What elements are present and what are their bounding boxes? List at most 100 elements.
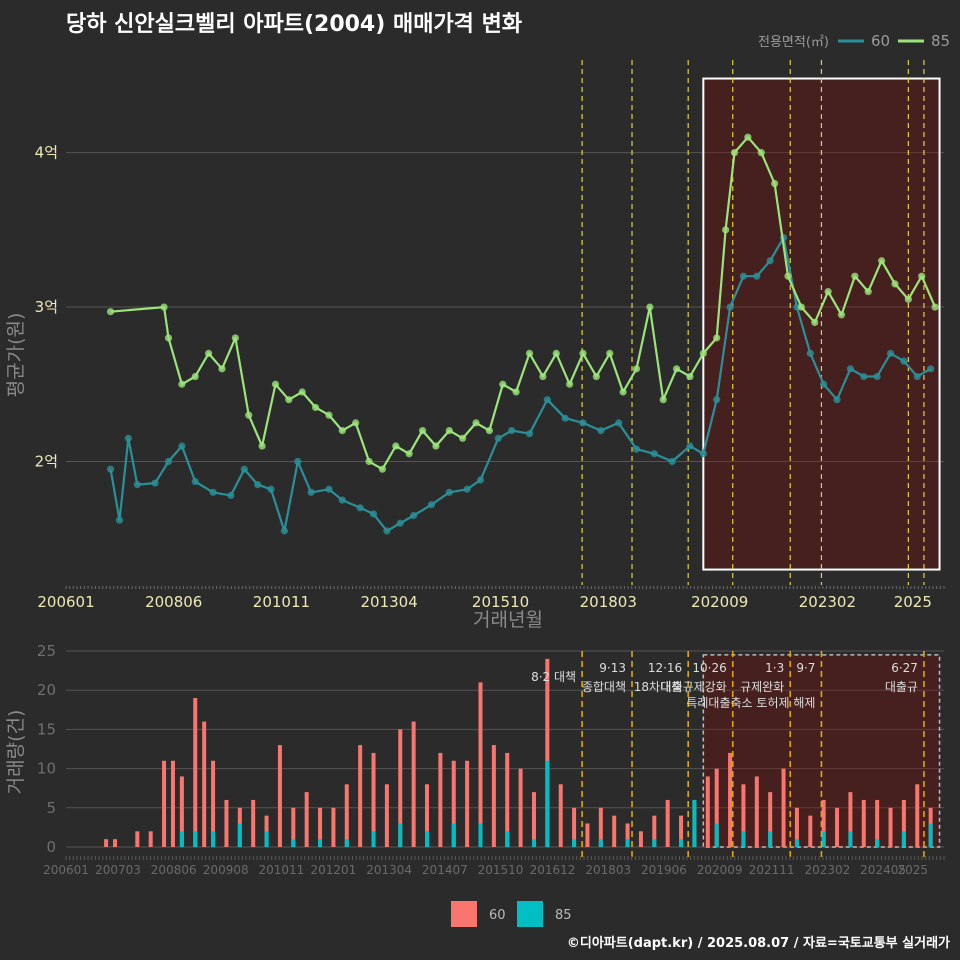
- data-point-60: [124, 434, 132, 442]
- event-label: 대출규제강화: [660, 680, 726, 694]
- data-point-60: [766, 257, 774, 265]
- x-tick-label-volume: 202009: [697, 863, 743, 877]
- data-point-60: [686, 442, 694, 450]
- x-tick-label-price: 201510: [472, 593, 529, 611]
- volume-bar-85: [237, 823, 242, 847]
- volume-bar-60: [425, 784, 430, 847]
- data-point-85: [811, 318, 819, 327]
- y-tick-label-price: 2억: [35, 452, 58, 470]
- event-label: 18차대책: [634, 679, 682, 694]
- data-point-60: [463, 485, 471, 493]
- volume-bar-60: [915, 784, 920, 847]
- volume-bar-60: [741, 784, 746, 847]
- data-point-60: [886, 349, 895, 357]
- x-tick-label-volume: 200908: [203, 863, 249, 877]
- data-point-85: [445, 426, 453, 435]
- volume-bar-85: [821, 831, 826, 847]
- legend-title: 전용면적(㎡): [758, 35, 829, 50]
- data-point-60: [597, 426, 605, 435]
- volume-bar-60: [277, 745, 282, 847]
- volume-bar-60: [251, 799, 256, 847]
- data-point-60: [151, 479, 159, 487]
- data-point-60: [927, 365, 935, 373]
- volume-bar-60: [224, 799, 229, 847]
- data-point-60: [227, 491, 235, 500]
- x-tick-label-volume: 201201: [311, 863, 357, 877]
- event-date: 9·7: [796, 661, 815, 675]
- data-point-85: [592, 372, 600, 381]
- volume-bar-60: [318, 807, 323, 847]
- volume-bar-85: [398, 823, 403, 847]
- data-point-85: [191, 372, 199, 381]
- volume-bar-60: [875, 799, 880, 847]
- volume-bar-60: [531, 792, 536, 847]
- data-point-60: [133, 481, 141, 489]
- x-tick-label-volume: 202405: [860, 863, 906, 877]
- y-tick-label-volume: 5: [46, 799, 56, 817]
- y-axis-label-volume: 거래량(건): [5, 710, 27, 795]
- y-tick-label-volume: 15: [37, 720, 56, 738]
- volume-bar-85: [714, 823, 719, 847]
- data-point-85: [164, 334, 173, 342]
- volume-bar-85: [652, 839, 657, 847]
- volume-bar-60: [714, 768, 719, 847]
- x-tick-label-price: 2025: [894, 593, 932, 611]
- volume-bar-60: [384, 784, 389, 847]
- data-point-60: [873, 372, 881, 381]
- volume-bar-60: [113, 839, 118, 847]
- data-point-60: [115, 516, 124, 524]
- data-point-60: [240, 465, 248, 473]
- volume-bar-60: [411, 721, 416, 847]
- data-point-85: [672, 365, 681, 373]
- volume-bar-85: [545, 760, 550, 847]
- legend-swatch-volume-60: [451, 901, 477, 927]
- volume-bar-60: [193, 698, 198, 847]
- x-tick-label-volume: 201407: [422, 863, 468, 877]
- data-point-60: [307, 488, 315, 496]
- data-point-85: [878, 257, 886, 265]
- volume-bar-85: [768, 831, 773, 847]
- data-point-60: [508, 426, 516, 435]
- volume-bar-60: [768, 792, 773, 847]
- data-point-85: [713, 334, 721, 342]
- y-tick-label-volume: 25: [37, 642, 56, 660]
- volume-bar-60: [705, 776, 710, 847]
- volume-bar-60: [821, 799, 826, 847]
- data-point-85: [722, 226, 730, 234]
- data-point-85: [106, 308, 115, 316]
- data-point-60: [650, 450, 658, 458]
- legend-label-volume-85: 85: [555, 908, 572, 923]
- data-point-60: [164, 457, 173, 466]
- data-point-85: [606, 349, 614, 357]
- volume-bar-85: [344, 839, 349, 847]
- data-point-60: [325, 485, 333, 493]
- chart-title: 당하 신안실크벨리 아파트(2004) 매매가격 변화: [66, 12, 522, 37]
- data-point-60: [820, 380, 828, 388]
- volume-bar-60: [848, 792, 853, 847]
- event-date: 8·2 대책: [531, 669, 576, 684]
- data-point-85: [258, 442, 266, 450]
- data-point-85: [686, 372, 694, 381]
- data-point-60: [106, 465, 115, 473]
- volume-bar-60: [598, 807, 603, 847]
- data-point-85: [298, 388, 306, 396]
- data-point-85: [472, 419, 480, 427]
- volume-bar-60: [451, 760, 456, 847]
- event-label: 종합대책: [582, 679, 626, 694]
- data-point-60: [369, 510, 378, 518]
- data-point-85: [784, 272, 792, 280]
- volume-bar-85: [264, 831, 269, 847]
- x-tick-label-volume: 202302: [804, 863, 850, 877]
- volume-bar-60: [358, 745, 363, 847]
- volume-bar-60: [901, 799, 906, 847]
- data-point-85: [579, 349, 587, 357]
- volume-bar-60: [728, 752, 733, 847]
- volume-bar-85: [572, 839, 577, 847]
- data-point-60: [615, 419, 623, 427]
- data-point-85: [231, 334, 239, 342]
- data-point-85: [271, 380, 280, 388]
- data-point-85: [730, 149, 739, 157]
- data-point-60: [632, 445, 641, 453]
- data-point-85: [699, 349, 707, 357]
- volume-bar-85: [928, 823, 933, 847]
